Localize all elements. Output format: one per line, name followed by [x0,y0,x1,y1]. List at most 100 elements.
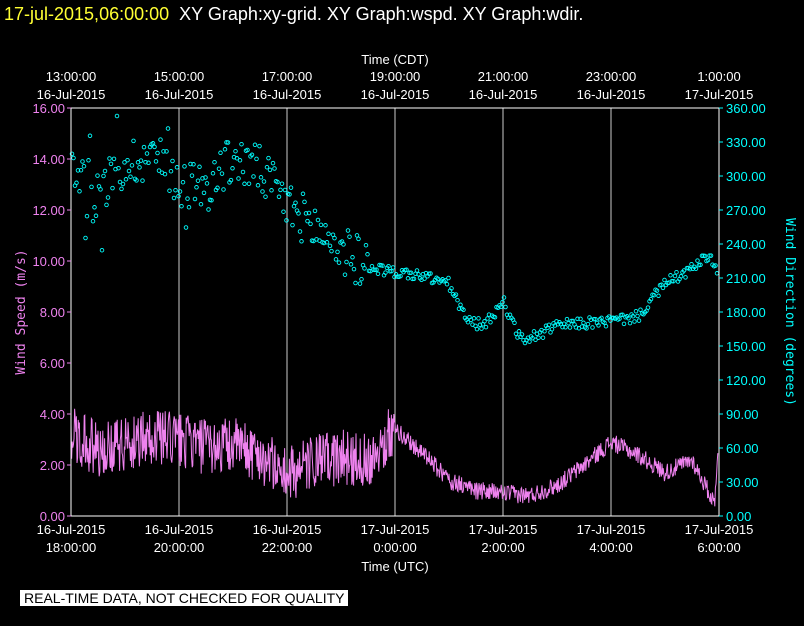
bottom-axis-ticks: 16-Jul-2015 18:00:00 16-Jul-2015 20:00:00 16… [37,522,754,555]
wind-direction-point [111,156,117,162]
wind-direction-point [570,318,576,324]
wind-direction-point [165,126,171,131]
wind-direction-point [405,276,411,281]
wind-direction-point [446,275,451,281]
wind-direction-point [654,288,660,293]
wind-direction-point [239,141,244,147]
wind-direction-point [261,179,267,184]
wind-direction-point [513,331,519,337]
wind-direction-point [117,179,123,185]
wind-direction-point [177,189,183,194]
wind-direction-point [648,296,654,302]
wind-direction-point [236,176,241,181]
wind-direction-point [119,186,124,192]
wind-direction-point [630,313,636,319]
wind-direction-point [264,164,270,170]
wind-direction-point [638,307,643,312]
wind-direction-point [179,203,184,209]
wind-direction-point [221,187,226,192]
wind-direction-point [678,274,684,279]
wind-direction-point [299,239,304,244]
wind-direction-point [222,147,228,152]
left-tick-label: 14.00 [32,152,65,167]
top-tick-time: 1:00:00 [697,69,740,84]
wind-direction-point [329,248,334,254]
wind-direction-point [627,320,633,326]
wind-direction-point [546,322,552,328]
wind-direction-point [353,280,358,286]
wind-direction-point [569,318,574,324]
wind-direction-point [167,188,172,193]
wind-direction-point [567,325,573,330]
wind-direction-point [186,204,192,210]
wind-direction-point [566,320,571,326]
top-tick-date: 16-Jul-2015 [37,87,106,102]
wind-direction-point [632,319,637,324]
wind-direction-point [713,263,718,268]
top-tick-time: 17:00:00 [262,69,313,84]
wind-direction-point [575,316,580,322]
wind-direction-point [257,143,262,149]
wind-direction-point [705,257,711,263]
wind-direction-point [411,276,417,282]
top-tick-time: 23:00:00 [586,69,637,84]
wind-direction-point [375,271,381,277]
wind-direction-point [83,235,88,241]
wind-direction-point [182,164,187,169]
wind-direction-point [609,315,615,321]
wind-direction-point [251,174,256,179]
wind-direction-point [305,218,310,224]
top-tick-time: 21:00:00 [478,69,529,84]
wind-direction-point [192,196,198,202]
top-tick-date: 17-Jul-2015 [685,87,754,102]
wind-direction-point [282,187,288,193]
wind-direction-point [455,297,460,303]
wind-direction-point [531,329,537,334]
wind-direction-point [326,231,331,237]
wind-direction-point [92,205,97,210]
wind-direction-point [635,313,640,319]
wind-direction-point [342,272,348,277]
wind-direction-point [540,335,546,340]
wind-direction-point [123,177,129,182]
wind-direction-point [219,171,225,176]
wind-direction-point [645,305,651,310]
wind-direction-point [146,160,151,166]
wind-direction-point [416,272,421,277]
wind-direction-point [288,185,294,190]
top-tick-time: 13:00:00 [46,69,97,84]
wind-direction-point [617,316,622,321]
wind-direction-point [341,242,346,247]
bottom-tick-date: 16-Jul-2015 [37,522,106,537]
wind-direction-point [390,265,396,270]
bottom-tick-time: 4:00:00 [589,540,632,555]
wind-direction-point [204,181,210,186]
wind-direction-point [483,324,489,330]
wind-direction-point [189,173,195,178]
wind-speed-series [70,408,719,507]
wind-direction-point [444,281,450,287]
wind-direction-point [633,308,639,314]
wind-direction-point [374,267,379,272]
wind-direction-point [312,208,318,214]
left-tick-label: 10.00 [32,254,65,269]
wind-direction-point [183,225,189,230]
wind-direction-point [173,187,178,193]
wind-direction-point [318,222,324,228]
grid [178,108,612,516]
wind-direction-point [254,156,259,162]
wind-direction-point [398,273,403,279]
wind-direction-point [150,141,156,146]
wind-direction-point [584,326,589,331]
wind-direction-point [515,335,520,340]
wind-direction-point [474,326,480,332]
wind-direction-point [155,150,160,156]
right-tick-label: 0.00 [726,509,751,524]
wind-direction-point [284,218,289,223]
wind-direction-point [197,164,202,170]
wind-direction-point [176,193,181,199]
wind-direction-point [168,168,174,174]
wind-direction-point [414,268,420,273]
wind-direction-point [171,195,177,201]
wind-direction-point [323,223,328,228]
